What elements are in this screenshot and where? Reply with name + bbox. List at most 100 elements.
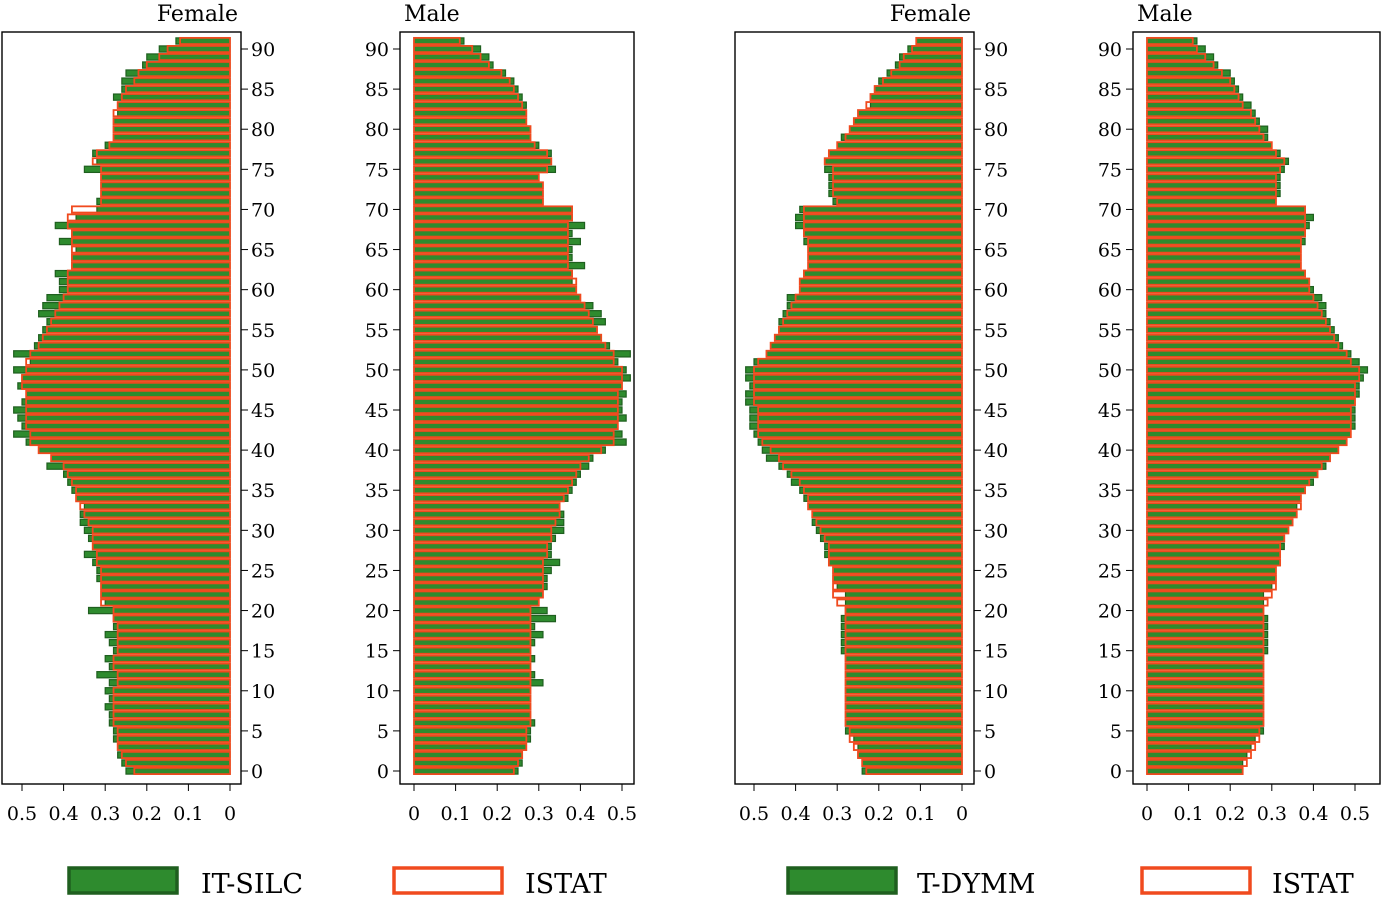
bar-istat-age-74	[413, 173, 540, 182]
bar-it-silc-age-63	[71, 261, 231, 270]
bar-istat-age-83	[116, 101, 231, 110]
bar-istat-age-60	[798, 285, 963, 294]
bar-t-dymm-age-50	[1146, 366, 1369, 374]
bar-istat-age-45	[757, 405, 963, 414]
bar-it-silc-age-11	[413, 679, 544, 687]
bar-istat-age-75	[413, 165, 549, 174]
x-tick-label: 0.4	[780, 803, 810, 825]
bar-it-silc-age-65	[75, 245, 231, 254]
panel-title: Female	[157, 2, 238, 27]
bar-istat-age-42	[413, 430, 615, 439]
panel-title: Female	[890, 2, 971, 27]
bar-t-dymm-age-47	[745, 390, 963, 398]
bar-t-dymm-age-57	[1146, 310, 1327, 318]
bar-t-dymm-age-46	[1146, 398, 1356, 406]
bar-istat-age-87	[137, 69, 231, 78]
bar-istat-age-8	[413, 702, 532, 711]
bar-istat-age-66	[1146, 237, 1302, 246]
bar-t-dymm-age-84	[1146, 93, 1244, 101]
bar-istat-age-30	[91, 526, 231, 535]
bar-istat-age-65	[807, 245, 963, 254]
bar-istat-age-1	[413, 758, 519, 767]
legend-label-1: IT-SILC	[201, 869, 303, 897]
bar-it-silc-age-58	[413, 302, 594, 310]
y-tick-label: 15	[1098, 641, 1122, 663]
bar-it-silc-age-57	[38, 310, 231, 318]
bar-istat-age-16	[413, 638, 532, 647]
bar-istat-age-33	[1146, 502, 1302, 511]
bar-t-dymm-age-20	[1146, 606, 1265, 615]
bar-it-silc-age-21	[104, 598, 231, 607]
y-tick-label: 50	[1098, 360, 1122, 382]
bar-istat-age-61	[1146, 277, 1311, 286]
bar-istat-age-70	[1146, 205, 1306, 214]
y-tick-label: 5	[251, 721, 263, 743]
bar-istat-age-55	[778, 325, 963, 334]
bar-it-silc-age-42	[413, 430, 623, 438]
bar-t-dymm-age-16	[840, 638, 963, 647]
bar-t-dymm-age-56	[778, 318, 963, 326]
bar-istat-age-67	[1146, 229, 1306, 238]
bar-istat-age-6	[413, 718, 532, 727]
bar-it-silc-age-1	[413, 759, 523, 767]
bar-istat-age-91	[413, 36, 461, 45]
bar-t-dymm-age-84	[869, 93, 963, 101]
bar-it-silc-age-16	[108, 638, 231, 647]
bar-t-dymm-age-49	[745, 374, 963, 382]
bar-istat-age-63	[1146, 261, 1302, 270]
bar-istat-age-61	[66, 277, 231, 286]
bar-t-dymm-age-86	[878, 77, 963, 85]
bar-istat-age-63	[807, 261, 963, 270]
bar-it-silc-age-48	[17, 382, 231, 390]
bar-t-dymm-age-71	[1146, 197, 1277, 206]
bar-istat-age-32	[1146, 510, 1298, 519]
bar-t-dymm-age-78	[1146, 141, 1273, 149]
pyramid-panel-4: Male 0 5 10 15 20 25 30 35 40 45 50 55 60 65 70 75 80 85 90…	[1098, 2, 1381, 825]
bar-it-silc-age-81	[112, 117, 231, 125]
bar-istat-age-75	[832, 165, 963, 174]
bar-istat-age-51	[1146, 357, 1352, 366]
bar-t-dymm-age-8	[1146, 703, 1265, 711]
bar-istat-age-46	[1146, 397, 1356, 406]
bar-istat-age-89	[902, 53, 963, 62]
y-tick-label: 25	[1098, 560, 1122, 582]
bar-t-dymm-age-14	[1146, 654, 1265, 663]
x-tick-label: 0.2	[132, 803, 162, 825]
bar-istat-age-60	[413, 285, 578, 294]
bar-it-silc-age-43	[413, 422, 619, 430]
bar-t-dymm-age-20	[844, 606, 963, 615]
bar-istat-age-36	[798, 478, 963, 487]
bar-istat-age-64	[1146, 253, 1302, 262]
bar-it-silc-age-32	[413, 510, 565, 518]
bar-istat-age-52	[765, 349, 963, 358]
y-tick-label: 40	[365, 440, 389, 462]
bar-istat-age-28	[827, 542, 963, 551]
bar-istat-age-56	[782, 317, 963, 326]
bar-istat-age-7	[413, 710, 532, 719]
bar-istat-age-65	[413, 245, 569, 254]
y-tick-label: 60	[365, 280, 389, 302]
bar-istat-age-20	[112, 606, 231, 615]
bar-istat-age-78	[413, 141, 536, 150]
y-tick-label: 35	[365, 480, 389, 502]
bar-t-dymm-age-45	[749, 406, 963, 414]
bar-t-dymm-age-38	[1146, 462, 1327, 470]
bar-istat-age-23	[100, 582, 231, 591]
y-tick-label: 5	[984, 721, 996, 743]
bar-istat-age-48	[1146, 381, 1356, 390]
bar-it-silc-age-38	[413, 462, 590, 470]
bar-istat-age-7	[844, 710, 963, 719]
bar-t-dymm-age-1	[861, 759, 963, 767]
bar-it-silc-age-7	[108, 711, 231, 719]
bar-istat-age-8	[844, 702, 963, 711]
x-tick-label: 0.3	[90, 803, 120, 825]
bar-t-dymm-age-51	[1146, 358, 1360, 366]
bar-it-silc-age-71	[413, 197, 544, 206]
bar-istat-age-69	[66, 213, 231, 222]
bar-it-silc-age-29	[413, 534, 557, 543]
bar-istat-age-68	[803, 221, 963, 230]
bar-t-dymm-age-51	[753, 358, 963, 366]
bar-istat-age-53	[1146, 341, 1340, 350]
bar-istat-age-79	[1146, 133, 1265, 142]
bar-t-dymm-age-6	[844, 719, 963, 727]
